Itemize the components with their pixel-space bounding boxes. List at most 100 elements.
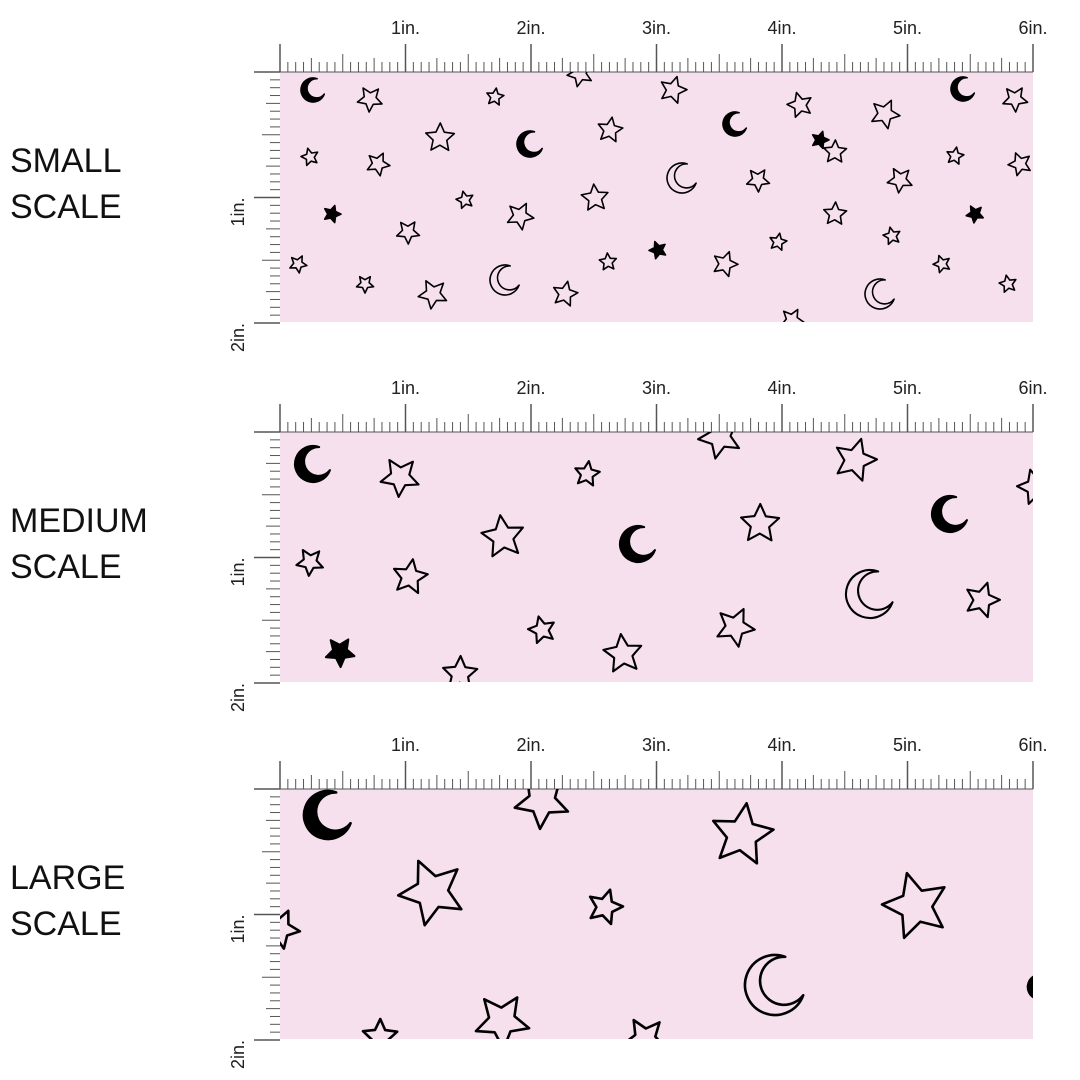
moon: [1026, 975, 1033, 999]
star: [480, 514, 524, 558]
scale-label: SCALE: [10, 548, 122, 586]
moon: [300, 77, 326, 103]
star: [552, 280, 579, 307]
star: [697, 432, 741, 460]
ruler-label: 3in.: [642, 378, 671, 398]
star: [392, 558, 429, 595]
fabric-swatch: [280, 789, 1033, 1039]
moon: [516, 130, 544, 158]
star: [323, 204, 342, 224]
moon: [845, 568, 894, 620]
ruler-label: 5in.: [893, 378, 922, 398]
moon: [302, 789, 352, 841]
moon: [293, 444, 331, 484]
ruler-label: 1in.: [391, 735, 420, 755]
star: [574, 460, 601, 487]
star: [1015, 468, 1033, 505]
star: [442, 654, 479, 682]
pattern: [280, 789, 1033, 1039]
star: [965, 205, 984, 224]
ruler-label: 2in.: [228, 323, 248, 352]
star: [356, 87, 383, 113]
moon: [950, 76, 976, 102]
star: [526, 615, 555, 645]
ruler-label: 1in.: [228, 558, 248, 587]
star: [366, 152, 391, 177]
moon: [618, 524, 656, 564]
star: [580, 183, 609, 211]
star: [966, 581, 1002, 619]
star: [395, 221, 421, 245]
star: [295, 548, 324, 577]
star: [932, 254, 951, 274]
ruler-label: 3in.: [642, 735, 671, 755]
star: [300, 147, 319, 167]
star: [379, 458, 420, 498]
scale-label: SCALE: [10, 905, 122, 943]
ruler-label: 6in.: [1018, 18, 1047, 38]
moon: [743, 953, 805, 1017]
star: [823, 201, 848, 225]
scale-panel: MEDIUM SCALE 1in. 2in. 3in. 4in. 5in. 6in. 1in. 2…: [10, 378, 1048, 712]
star: [871, 99, 901, 130]
star: [280, 909, 302, 950]
star: [740, 502, 781, 542]
moon: [722, 111, 748, 137]
moon: [930, 494, 968, 534]
star: [648, 240, 667, 260]
star: [782, 308, 805, 322]
ruler-label: 4in.: [767, 18, 796, 38]
star: [822, 139, 848, 163]
moon: [864, 278, 895, 310]
star: [745, 169, 771, 193]
ruler-label: 2in.: [516, 378, 545, 398]
star: [588, 888, 625, 926]
fabric-swatch: [280, 432, 1033, 682]
star: [880, 871, 946, 940]
star: [455, 190, 474, 210]
star: [882, 226, 901, 246]
star: [355, 275, 375, 294]
star: [712, 802, 775, 865]
star: [946, 146, 965, 165]
ruler-label: 2in.: [228, 683, 248, 712]
star: [289, 255, 308, 274]
star: [835, 437, 879, 482]
scale-label: SMALL: [10, 142, 122, 180]
star: [486, 87, 505, 106]
star: [769, 232, 788, 251]
star: [513, 789, 570, 831]
ruler-label: 1in.: [228, 198, 248, 227]
star: [627, 1018, 661, 1039]
ruler-label: 6in.: [1018, 735, 1047, 755]
scale-label: MEDIUM: [10, 502, 148, 540]
star: [598, 252, 618, 271]
moon: [489, 264, 520, 296]
star: [396, 859, 463, 927]
star: [886, 167, 913, 194]
ruler-label: 2in.: [516, 18, 545, 38]
ruler-label: 5in.: [893, 18, 922, 38]
star: [417, 280, 448, 310]
ruler-label: 4in.: [767, 735, 796, 755]
star: [811, 130, 830, 150]
star: [602, 633, 643, 673]
scale-label: LARGE: [10, 859, 125, 897]
star: [1002, 87, 1029, 113]
ruler-label: 4in.: [767, 378, 796, 398]
pattern: [289, 72, 1031, 322]
ruler-label: 6in.: [1018, 378, 1047, 398]
star: [786, 91, 812, 118]
star: [324, 638, 356, 669]
star: [361, 1017, 399, 1039]
star: [566, 72, 592, 88]
ruler-label: 5in.: [893, 735, 922, 755]
pattern: [293, 432, 1033, 682]
ruler-label: 3in.: [642, 18, 671, 38]
star: [425, 122, 456, 152]
fabric-swatch: [280, 72, 1033, 322]
star: [998, 274, 1017, 293]
scale-label: SCALE: [10, 188, 122, 226]
ruler-label: 1in.: [228, 915, 248, 944]
